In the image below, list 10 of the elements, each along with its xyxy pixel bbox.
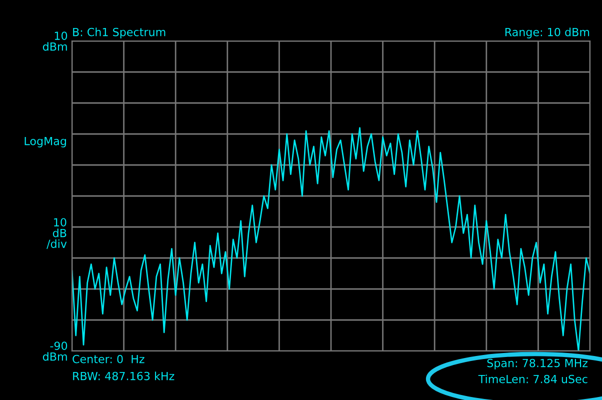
text: LogMag: [24, 136, 66, 148]
y-axis-title: 10 dB /div: [46, 218, 67, 249]
text: Span: 78.125 MHz: [487, 358, 588, 370]
y-tick-label: -90 dBm: [42, 342, 68, 361]
text: Center: 0 Hz: [72, 354, 144, 364]
chart-title: B: Ch1 Spectrum: [73, 28, 166, 38]
y-tick-label: 10 dBm: [42, 32, 68, 51]
text: RBW: 487.163 kHz: [73, 372, 174, 380]
text: Range: 10 dBm: [505, 28, 590, 38]
text: TimeLen: 7.84 uSec: [478, 374, 588, 384]
